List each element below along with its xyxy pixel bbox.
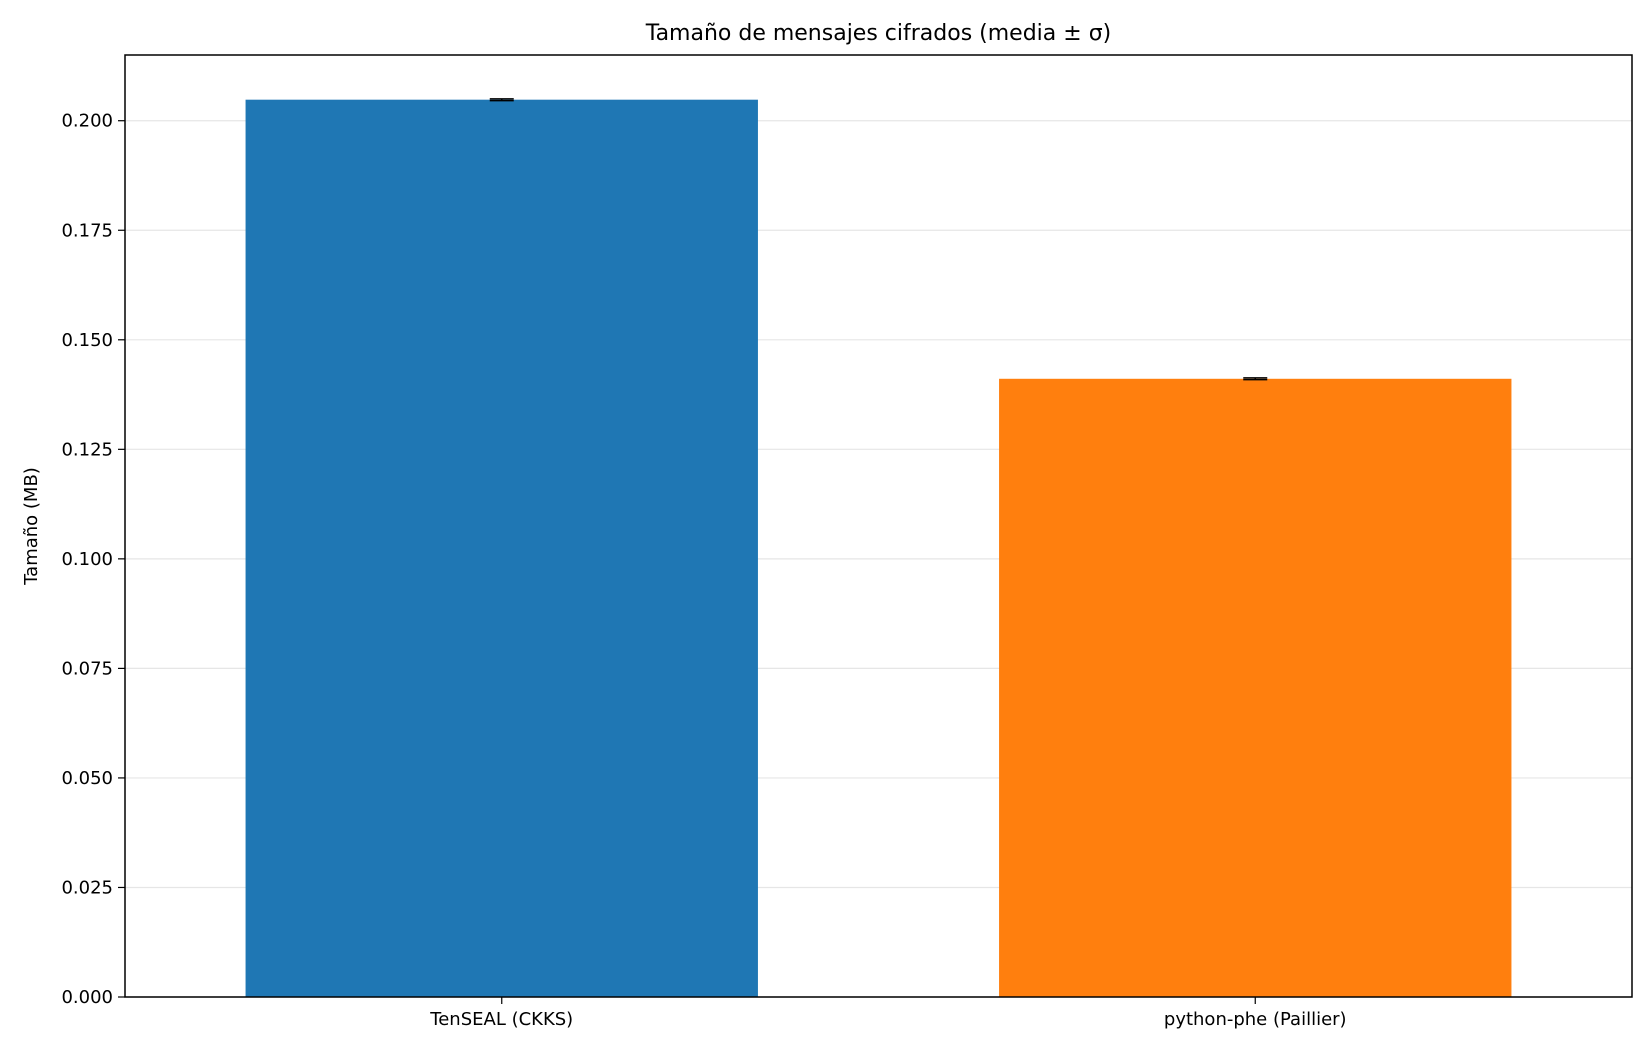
y-axis-ticks: 0.000 0.025 0.050 0.075 0.100 0.125 0.150 0.175… [61,111,125,1008]
y-tick-label: 0.125 [61,439,113,460]
x-axis-ticks: TenSEAL (CKKS) python-phe (Paillier) [429,997,1347,1030]
y-tick-label: 0.000 [61,987,113,1008]
error-bars [489,98,1268,381]
y-tick-label: 0.200 [61,111,113,132]
y-tick-label: 0.150 [61,330,113,351]
chart-title: Tamaño de mensajes cifrados (media ± σ) [645,21,1111,46]
x-tick-label: python-phe (Paillier) [1164,1009,1347,1030]
y-tick-label: 0.050 [61,768,113,789]
bar [245,99,758,997]
y-tick-label: 0.025 [61,877,113,898]
bars [245,99,1512,997]
plot-frame [124,54,1633,998]
y-axis-label: Tamaño (MB) [21,467,42,586]
y-tick-label: 0.075 [61,658,113,679]
x-tick-label: TenSEAL (CKKS) [429,1009,573,1030]
bar [999,378,1512,997]
y-tick-label: 0.100 [61,549,113,570]
y-tick-label: 0.175 [61,220,113,241]
